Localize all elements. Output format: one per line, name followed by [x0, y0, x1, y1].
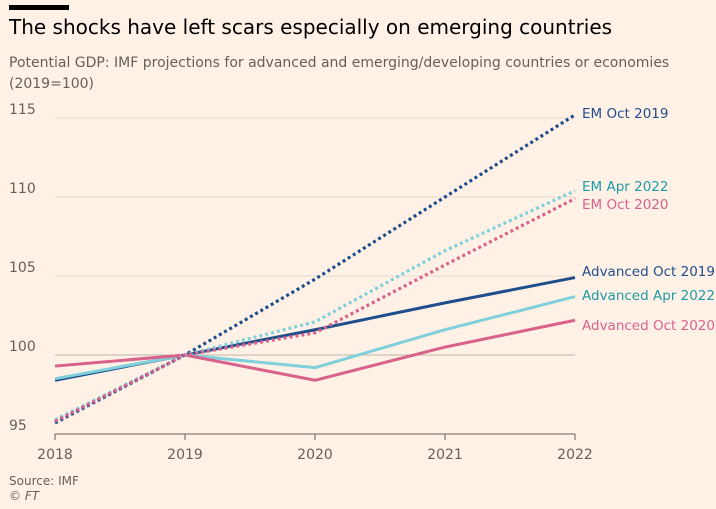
chart-subtitle: Potential GDP: IMF projections for advan…	[9, 55, 670, 92]
y-tick-label: 105	[9, 260, 36, 276]
series-label-advanced-oct-2020: Advanced Oct 2020	[582, 318, 715, 334]
series-line-em-oct-2019	[54, 113, 576, 425]
series-labels: EM Oct 2019 EM Apr 2022 EM Oct 2020 Advance…	[582, 106, 715, 334]
y-tick-label: 110	[9, 181, 36, 197]
y-axis-ticks: 95 100 105 110 115	[9, 102, 36, 434]
series-label-em-oct-2019: EM Oct 2019	[582, 106, 668, 122]
y-tick-label: 115	[9, 102, 36, 118]
y-tick-label: 95	[9, 418, 27, 434]
series-line-advanced-oct-2020	[54, 318, 576, 382]
series-line-em-oct-2020	[54, 197, 576, 423]
x-tick-label: 2018	[37, 447, 73, 463]
chart-footer: Source: IMF © FT	[9, 474, 79, 504]
x-tick-label: 2021	[427, 447, 463, 463]
series-label-em-oct-2020: EM Oct 2020	[582, 197, 668, 213]
y-tick-label: 100	[9, 339, 36, 355]
series-label-em-apr-2022: EM Apr 2022	[582, 179, 668, 195]
chart-title: The shocks have left scars especially on…	[9, 15, 613, 39]
series-label-advanced-apr-2022: Advanced Apr 2022	[582, 288, 715, 304]
grid-lines	[55, 117, 575, 435]
x-tick-label: 2019	[167, 447, 203, 463]
series-lines	[54, 113, 576, 425]
series-line-advanced-apr-2022	[54, 295, 576, 381]
x-tick-label: 2020	[297, 447, 333, 463]
series-line-em-apr-2022	[54, 189, 576, 422]
x-tick-label: 2022	[557, 447, 593, 463]
ft-top-rule	[9, 5, 69, 10]
credit-note: © FT	[9, 489, 40, 503]
series-label-advanced-oct-2019: Advanced Oct 2019	[582, 264, 715, 280]
x-axis-ticks: 2018 2019 2020 2021 2022	[37, 433, 593, 463]
source-note: Source: IMF	[9, 474, 79, 488]
